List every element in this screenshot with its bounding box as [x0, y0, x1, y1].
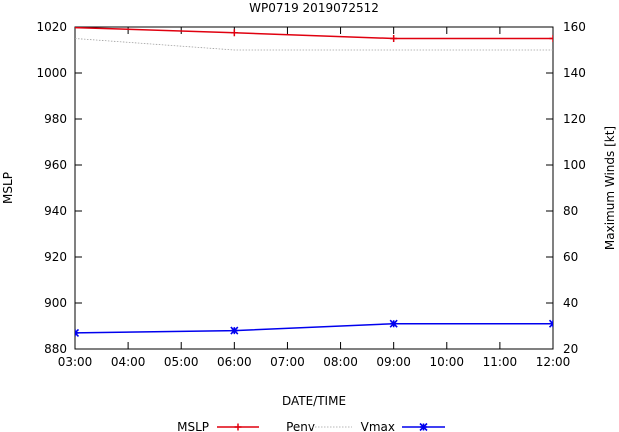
x-tick-label: 07:00 [270, 355, 305, 369]
right-tick-label: 120 [563, 112, 586, 126]
x-tick-label: 04:00 [111, 355, 146, 369]
x-tick-label: 06:00 [217, 355, 252, 369]
right-tick-label: 140 [563, 66, 586, 80]
right-tick-label: 40 [563, 296, 578, 310]
legend-label: Vmax [361, 420, 395, 432]
y-axis-label-right: Maximum Winds [kt] [603, 126, 617, 250]
x-axis: 03:00 04:00 05:00 06:00 07:00 08:00 09:00 10:00… [58, 27, 571, 369]
legend: MSLP Penv Vmax [177, 420, 445, 432]
right-tick-label: 80 [563, 204, 578, 218]
left-tick-label: 960 [44, 158, 67, 172]
vmax-point [548, 319, 553, 328]
left-tick-label: 980 [44, 112, 67, 126]
right-tick-label: 20 [563, 342, 578, 356]
x-tick-label: 05:00 [164, 355, 199, 369]
left-tick-label: 900 [44, 296, 67, 310]
right-axis: 20 40 60 80 100 120 140 160 [546, 20, 586, 356]
x-axis-label: DATE/TIME [282, 394, 346, 408]
penv-point [230, 29, 238, 37]
series-line-dotted [75, 38, 553, 51]
right-tick-label: 60 [563, 250, 578, 264]
vmax-point [75, 328, 80, 337]
penv-point [390, 35, 398, 42]
right-tick-label: 100 [563, 158, 586, 172]
series-layer [75, 27, 553, 337]
series-line-penv [75, 27, 553, 40]
x-tick-label: 08:00 [323, 355, 358, 369]
x-tick-label: 11:00 [483, 355, 518, 369]
left-tick-label: 920 [44, 250, 67, 264]
legend-label: Penv [286, 420, 315, 432]
plot-frame [74, 26, 554, 350]
x-tick-label: 10:00 [429, 355, 464, 369]
left-axis: 880 900 920 940 960 980 1000 1020 [36, 20, 82, 356]
y-axis-label-left: MSLP [1, 172, 15, 204]
left-tick-label: 1000 [36, 66, 67, 80]
series-line-vmax [75, 322, 553, 334]
penv-point [549, 35, 553, 42]
x-tick-label: 09:00 [376, 355, 411, 369]
vmax-point [230, 326, 239, 335]
x-tick-label: 03:00 [58, 355, 93, 369]
left-tick-label: 880 [44, 342, 67, 356]
legend-marker-penv [234, 423, 242, 431]
x-tick-label: 12:00 [536, 355, 571, 369]
vmax-point [389, 319, 398, 328]
right-tick-label: 160 [563, 20, 586, 34]
left-tick-label: 940 [44, 204, 67, 218]
legend-marker-vmax [419, 422, 428, 432]
chart-title: WP0719 2019072512 [249, 1, 379, 15]
left-tick-label: 1020 [36, 20, 67, 34]
legend-label: MSLP [177, 420, 209, 432]
